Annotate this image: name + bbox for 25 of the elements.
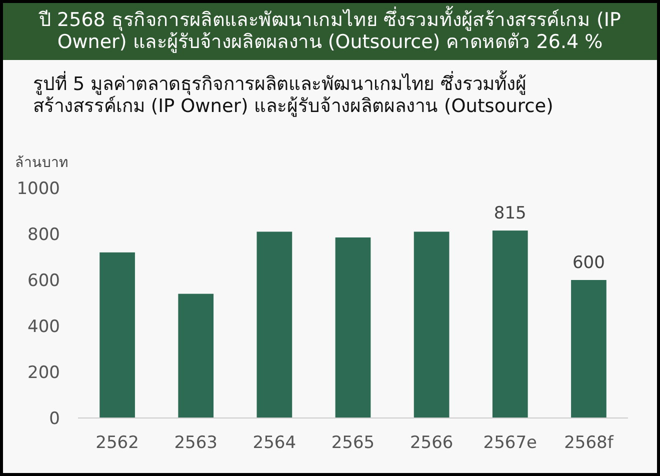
- x-tick-label: 2563: [174, 433, 218, 453]
- x-tick-label: 2564: [252, 433, 296, 453]
- bar: [571, 280, 606, 418]
- x-tick-label: 2562: [96, 433, 139, 453]
- data-label: 600: [572, 253, 605, 273]
- chart-title: ปี 2568 ธุรกิจการผลิตและพัฒนาเกมไทย ซึ่งรวมทั้งผู้สร้างสรรค์เกม (IP Owner) และผู้รับจ้างผลิตผลงาน (Outsource) คาดหดตัว 26.4 %: [3, 3, 657, 60]
- bar: [414, 232, 450, 418]
- y-tick-label: 800: [28, 225, 60, 245]
- bar: [256, 232, 292, 418]
- bar: [178, 294, 214, 418]
- chart-subtitle: รูปที่ 5 มูลค่าตลาดธุรกิจการผลิตและพัฒนาเกมไทย ซึ่งรวมทั้งผู้สร้างสรรค์เกม (IP Owner) และผู้รับจ้างผลิตผลงาน (Outsource): [32, 69, 554, 118]
- y-tick-label: 600: [28, 271, 60, 291]
- y-tick-label: 0: [49, 409, 60, 429]
- x-tick-label: 2566: [410, 433, 454, 453]
- bar: [335, 237, 371, 418]
- data-label: 815: [494, 204, 526, 224]
- x-tick-label: 2568f: [564, 433, 614, 453]
- y-tick-label: 200: [28, 363, 60, 383]
- y-tick-label: 400: [28, 317, 60, 337]
- bar: [492, 230, 528, 418]
- y-axis-title: ล้านบาท: [15, 155, 68, 171]
- bar: [100, 252, 135, 418]
- x-tick-label: 2567e: [483, 433, 538, 453]
- x-tick-label: 2565: [331, 433, 375, 453]
- y-tick-label: 1000: [16, 179, 60, 199]
